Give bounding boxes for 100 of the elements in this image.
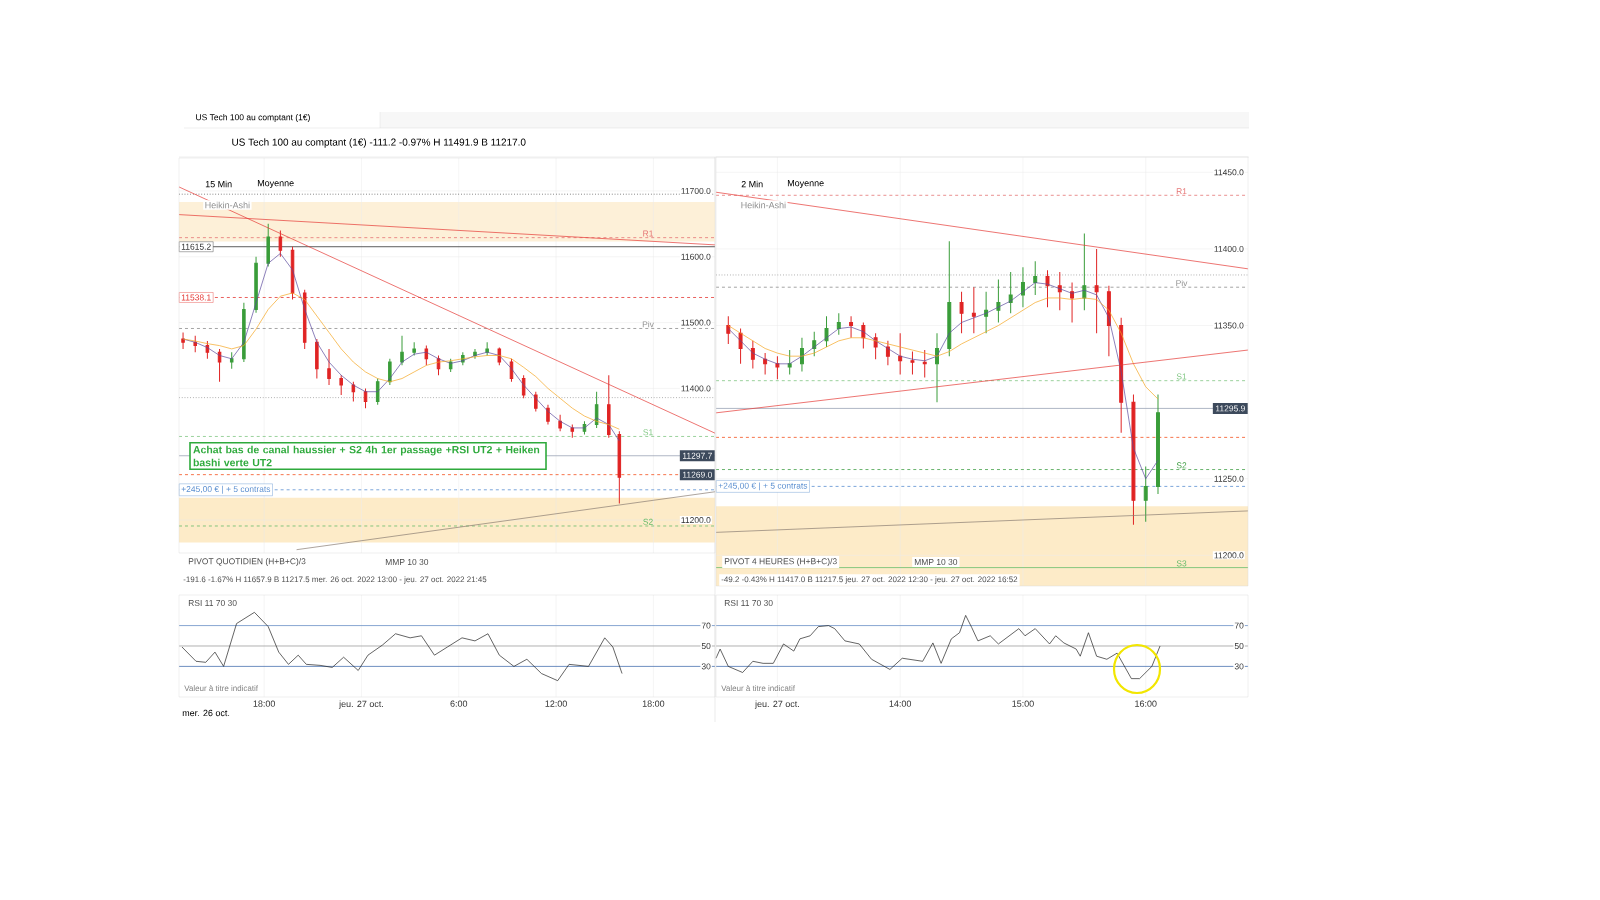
candlestick: [388, 358, 392, 386]
candlestick: [787, 349, 792, 376]
ref-line-label: Piv: [1176, 279, 1188, 287]
line-series: [715, 615, 1161, 679]
candlestick: [1143, 465, 1148, 523]
candlestick: [266, 223, 270, 268]
y-tick-label: 50: [1234, 643, 1244, 649]
y-tick-label: 11350.0: [1214, 322, 1244, 329]
candlestick: [775, 355, 780, 380]
candlestick: [534, 391, 538, 412]
candlestick: [229, 351, 234, 370]
x-tick-label: jeu. 27 oct.: [338, 700, 383, 709]
line-series: [181, 611, 623, 682]
y-tick-label: 30: [701, 663, 711, 670]
ref-line-label: +245,00 € | + 5 contrats: [718, 482, 808, 491]
y-tick-label: 11450.0: [1214, 169, 1244, 176]
x-tick-label: 18:00: [253, 700, 276, 707]
candlestick: [278, 229, 283, 258]
candlestick: [217, 348, 222, 383]
candlestick: [750, 340, 755, 369]
x-tick-label: 16:00: [1135, 700, 1157, 707]
y-tick-label: 70: [1234, 622, 1244, 629]
candlestick: [885, 340, 890, 366]
candlestick: [1131, 393, 1136, 526]
ref-line-label: 11615.2: [181, 243, 211, 250]
candlestick: [898, 332, 903, 376]
candlestick: [607, 374, 611, 439]
y-tick-label: 11250.0: [1214, 475, 1244, 482]
ref-line-label: R1: [643, 230, 654, 237]
ref-line-label: Piv: [642, 321, 654, 328]
ref-line-label: S2: [1176, 462, 1187, 469]
candlestick: [910, 351, 915, 376]
candlestick: [984, 291, 989, 334]
y-tick-label: 11600.0: [681, 253, 711, 260]
ref-line-label: +245,00 € | + 5 contrats: [181, 485, 271, 494]
candlestick: [617, 430, 622, 505]
candlestick: [302, 289, 307, 350]
y-tick-label: 50: [701, 643, 711, 649]
ref-line-label: S1: [1176, 373, 1187, 380]
x-tick-label: 14:00: [889, 700, 912, 707]
x-tick-label: 12:00: [545, 700, 567, 707]
candlestick: [339, 374, 343, 396]
chart-title: US Tech 100 au comptant (1€): [196, 114, 310, 122]
annotation: Moyenne: [257, 179, 294, 188]
candlestick: [1008, 271, 1013, 314]
y-tick-label: 11500.0: [681, 319, 711, 326]
candlestick: [922, 349, 927, 379]
y-tick-label: 11400.0: [1214, 245, 1244, 252]
x-tick-label: 18:00: [642, 700, 665, 707]
y-tick-label: 11400.0: [681, 385, 711, 392]
annotation: Achat bas de canal haussier + S2 4h 1er passage +RSI UT2 + Heiken bashi verte UT2: [193, 445, 540, 467]
candlestick: [400, 335, 404, 366]
ref-line-label: 11295.9: [1215, 405, 1245, 412]
candlestick: [1082, 233, 1087, 311]
y-tick-label: 70: [701, 622, 711, 629]
candlestick: [546, 404, 550, 426]
candlestick: [1094, 248, 1099, 334]
annotation: Heikin-Ashi: [205, 201, 250, 209]
candlestick: [1045, 269, 1050, 308]
candlestick: [1020, 266, 1025, 308]
candlestick: [1057, 271, 1062, 311]
candlestick: [959, 291, 964, 334]
text: MMP 10 30: [385, 559, 429, 565]
y-tick-label: 30: [1234, 663, 1244, 670]
candlestick: [558, 414, 562, 432]
annotation: Moyenne: [787, 179, 824, 188]
ref-line-label: S3: [1176, 560, 1187, 567]
candlestick: [947, 240, 952, 357]
annotation: 15 Min: [205, 180, 232, 188]
chart-subtitle: US Tech 100 au comptant (1€) -111.2 -0.97% H 11491.9 B 11217.0: [232, 138, 526, 148]
candlestick: [424, 345, 429, 366]
candlestick: [971, 286, 976, 334]
ref-line-label: 11538.1: [181, 294, 211, 301]
annotation: RSI 11 70 30: [188, 600, 237, 606]
candlestick: [996, 279, 1001, 323]
ref-line-label: R1: [1176, 188, 1187, 195]
ref-line-label: S2: [643, 518, 653, 525]
candlestick: [485, 341, 489, 356]
x-tick-label: jeu. 27 oct.: [754, 700, 799, 709]
candlestick: [315, 338, 319, 380]
x-tick-label: 15:00: [1012, 700, 1034, 707]
y-tick-label: 11200.0: [681, 517, 711, 524]
line-series: [182, 292, 620, 430]
ref-line-label: 11269.0: [682, 471, 712, 478]
y-tick-label: 11700.0: [681, 187, 711, 194]
candlestick: [594, 391, 599, 429]
candlestick: [351, 381, 356, 403]
candlestick: [1033, 260, 1038, 296]
candlestick: [799, 337, 804, 372]
candlestick: [412, 341, 416, 356]
ref-line-label: 11297.7: [682, 452, 712, 459]
candlestick: [812, 331, 817, 357]
candlestick: [824, 315, 829, 348]
text: mer. 26 oct.: [182, 709, 230, 717]
annotation: MMP 10 30: [914, 559, 958, 565]
candlestick: [327, 348, 331, 386]
annotation: 2 Min: [741, 180, 763, 188]
annotation: PIVOT 4 HEURES (H+B+C)/3: [724, 558, 837, 566]
text: PIVOT QUOTIDIEN (H+B+C)/3: [188, 558, 306, 566]
annotation: RSI 11 70 30: [724, 600, 773, 606]
